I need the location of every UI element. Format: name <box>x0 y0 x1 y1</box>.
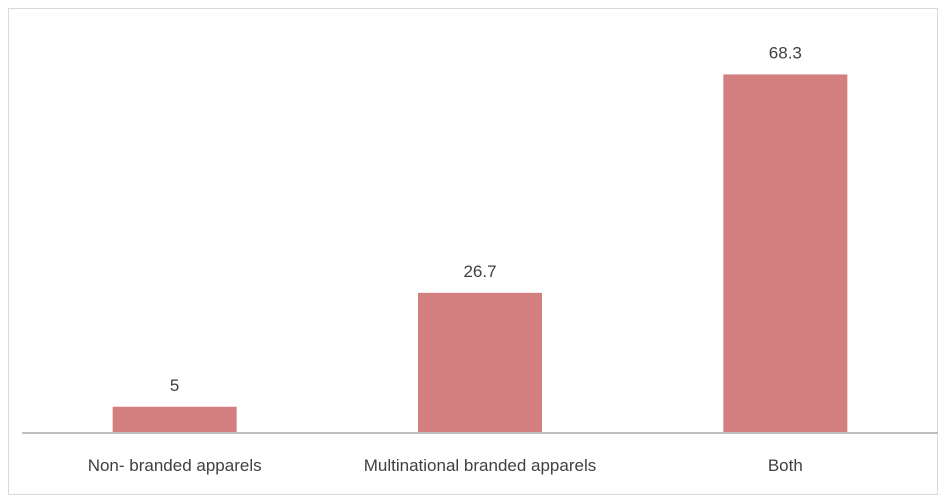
value-label-2: 68.3 <box>769 43 802 62</box>
category-labels-group: Non- branded apparels Multinational brand… <box>88 456 803 475</box>
bar-2 <box>723 74 848 434</box>
bar-1 <box>418 292 542 433</box>
value-label-1: 26.7 <box>463 262 496 281</box>
bars-group <box>112 74 848 434</box>
category-label-2: Both <box>768 456 803 475</box>
value-label-0: 5 <box>170 376 179 395</box>
bar-0 <box>112 406 237 433</box>
category-label-0: Non- branded apparels <box>88 456 262 475</box>
value-labels-group: 5 26.7 68.3 <box>170 43 802 394</box>
category-label-1: Multinational branded apparels <box>364 456 597 475</box>
